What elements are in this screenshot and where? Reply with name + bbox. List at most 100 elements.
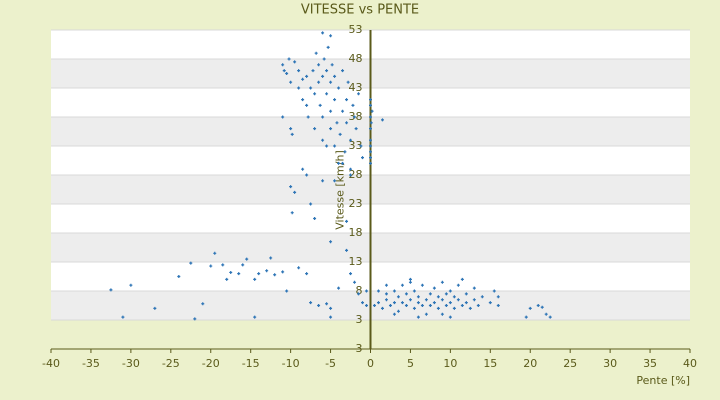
point — [472, 298, 476, 302]
y-tick-label: 3 — [356, 313, 363, 326]
point — [177, 275, 181, 278]
point — [496, 304, 500, 307]
point — [400, 283, 404, 287]
point — [341, 109, 345, 113]
point — [329, 80, 333, 84]
point — [472, 286, 476, 290]
point — [273, 273, 277, 277]
point — [325, 144, 329, 148]
point — [253, 315, 257, 319]
x-tick-label: 40 — [683, 357, 697, 370]
point — [289, 80, 293, 84]
point — [290, 211, 294, 215]
point — [329, 240, 333, 244]
point — [436, 295, 440, 299]
point — [193, 317, 197, 321]
point — [345, 219, 349, 223]
point — [536, 304, 540, 307]
point — [400, 301, 404, 305]
point — [351, 103, 355, 107]
point — [221, 263, 225, 267]
point — [313, 92, 317, 96]
point — [314, 51, 318, 55]
point — [548, 315, 552, 319]
point — [129, 283, 133, 287]
point — [460, 277, 464, 281]
point — [361, 301, 365, 305]
point — [325, 92, 329, 96]
point — [326, 45, 330, 49]
point — [448, 289, 452, 293]
point — [384, 298, 388, 302]
point — [245, 257, 249, 261]
point — [388, 304, 392, 307]
point — [337, 161, 341, 165]
point — [321, 74, 325, 78]
point — [349, 272, 353, 276]
point — [333, 74, 337, 78]
point — [301, 77, 305, 81]
point — [281, 115, 285, 119]
x-tick-label: -5 — [325, 357, 336, 370]
point — [353, 115, 357, 119]
x-tick-label: -40 — [42, 357, 60, 370]
point — [333, 144, 337, 148]
point — [329, 34, 333, 38]
point — [287, 57, 291, 61]
y-tick-label: 23 — [349, 197, 363, 210]
point — [416, 301, 420, 305]
x-tick-label: 20 — [523, 357, 537, 370]
point — [338, 132, 342, 136]
y-tick-label: 53 — [349, 23, 363, 36]
point — [428, 304, 432, 307]
point — [341, 161, 345, 165]
point — [321, 179, 325, 183]
point — [289, 127, 293, 131]
point — [496, 295, 500, 299]
point — [253, 277, 257, 281]
point — [321, 115, 325, 119]
point — [365, 289, 369, 293]
x-tick-label: -10 — [282, 357, 300, 370]
point — [285, 72, 289, 75]
y-tick-label: 13 — [349, 255, 363, 268]
point — [369, 161, 372, 165]
point — [428, 292, 432, 296]
point — [297, 86, 301, 90]
point — [346, 80, 350, 84]
x-tick-label: 15 — [483, 357, 497, 370]
point — [412, 289, 416, 293]
point — [293, 60, 297, 64]
point — [365, 304, 369, 307]
point — [201, 302, 205, 306]
point — [349, 173, 353, 177]
x-tick-label: -15 — [242, 357, 260, 370]
point — [329, 109, 333, 113]
point — [189, 261, 193, 265]
point — [306, 115, 310, 119]
x-tick-label: -35 — [82, 357, 100, 370]
point — [452, 295, 456, 299]
point — [333, 98, 337, 102]
point — [432, 301, 436, 305]
point — [345, 121, 349, 125]
point — [269, 256, 273, 260]
point — [121, 315, 125, 319]
point — [209, 264, 213, 268]
point — [330, 63, 334, 67]
point — [408, 280, 412, 284]
point — [369, 144, 372, 148]
point — [335, 121, 339, 125]
point — [313, 127, 317, 131]
y-tick-label: 43 — [349, 81, 363, 94]
point — [345, 248, 349, 252]
point — [237, 272, 241, 276]
point — [305, 173, 309, 177]
point — [392, 301, 396, 305]
point — [349, 138, 353, 142]
x-tick-label: -25 — [162, 357, 180, 370]
point — [369, 115, 372, 119]
point — [416, 295, 420, 299]
point — [392, 312, 396, 316]
